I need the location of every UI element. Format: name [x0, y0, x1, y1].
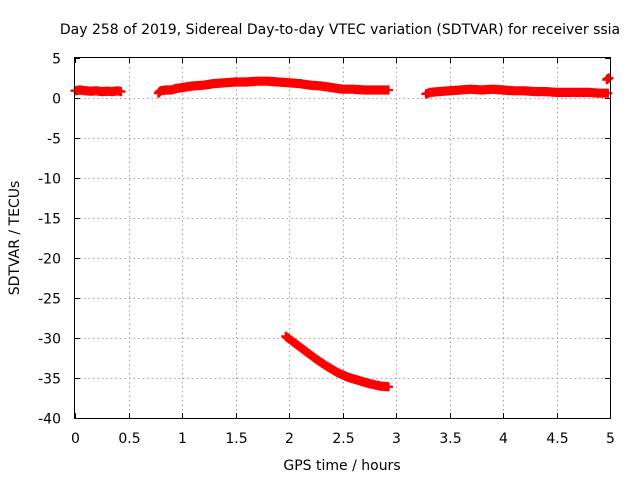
grid-lines [75, 58, 610, 418]
x-tick-label: 3.5 [439, 431, 461, 447]
chart-title: Day 258 of 2019, Sidereal Day-to-day VTE… [60, 22, 620, 38]
axis-ticks: 0 0.5 1 1.5 2 2.5 3 3.5 4 4.5 5 5 0 -5 -10 -15 -20 -25 -30… [38, 52, 615, 448]
data-point-markers [153, 76, 394, 98]
series-segment-4 [421, 84, 613, 99]
y-tick-label: 5 [52, 52, 61, 68]
y-axis-label: SDTVAR / TECUs [7, 181, 23, 296]
y-tick-label: -35 [38, 372, 61, 388]
series-segment-2 [153, 76, 394, 98]
y-tick-label: -10 [38, 172, 61, 188]
x-tick-label: 3 [392, 431, 401, 447]
x-tick-label: 4.5 [546, 431, 568, 447]
plot-frame [74, 57, 611, 419]
data-point-markers [602, 73, 614, 85]
y-tick-label: -5 [47, 132, 61, 148]
x-tick-label: 0.5 [118, 431, 140, 447]
data-point-markers [70, 85, 126, 97]
data-point-markers [421, 84, 613, 99]
y-tick-label: -15 [38, 212, 61, 228]
x-tick-label: 1 [178, 431, 187, 447]
y-tick-label: -20 [38, 252, 61, 268]
y-tick-label: -40 [38, 412, 61, 428]
series-segment-5 [602, 73, 614, 85]
x-tick-label: 2.5 [332, 431, 354, 447]
data-point-markers [281, 331, 394, 392]
x-tick-label: 1.5 [225, 431, 247, 447]
x-tick-label: 2 [285, 431, 294, 447]
y-tick-label: -30 [38, 332, 61, 348]
x-axis-label: GPS time / hours [283, 458, 400, 474]
y-tick-label: -25 [38, 292, 61, 308]
series-segment-1 [70, 85, 126, 97]
x-tick-label: 0 [71, 431, 80, 447]
data-points [70, 73, 614, 392]
y-tick-label: 0 [52, 92, 61, 108]
series-segment-3 [281, 331, 394, 392]
x-tick-label: 4 [499, 431, 508, 447]
x-tick-label: 5 [606, 431, 615, 447]
